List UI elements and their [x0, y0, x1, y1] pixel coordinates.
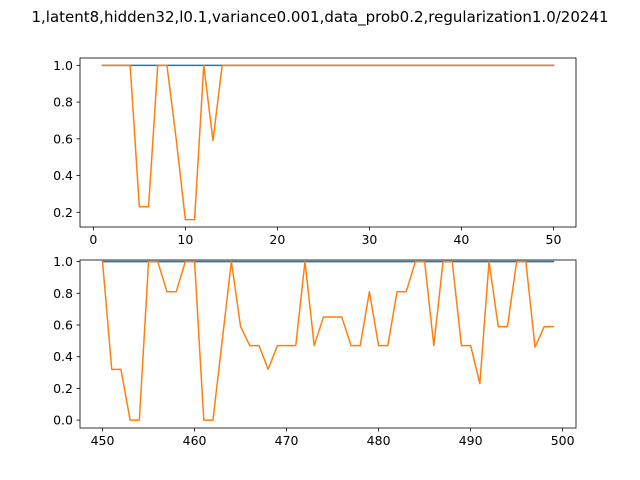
subplot-2-series-2-line [101, 260, 555, 421]
subplot-1-xtick-label: 0 [89, 232, 97, 247]
subplot-2-xtick-label: 490 [459, 433, 483, 448]
axes-container: 0 10 20 30 40 50 0.2 0.4 0.6 0.8 1.0 450 460 470 480 49… [53, 57, 577, 448]
subplot-1-series-2-line [101, 64, 555, 221]
subplot-1-xtick-label: 20 [269, 232, 285, 247]
subplot-1: 0 10 20 30 40 50 0.2 0.4 0.6 0.8 1.0 [53, 57, 577, 247]
subplot-2-xtick-label: 470 [275, 433, 299, 448]
subplot-1-ytick-label: 1.0 [53, 58, 73, 73]
subplot-1-xtick-label: 10 [177, 232, 193, 247]
subplot-2-ytick-label: 0.4 [53, 349, 73, 364]
subplot-2-ytick-label: 1.0 [53, 254, 73, 269]
subplot-1-xtick-label: 30 [361, 232, 377, 247]
figure-title: 1,latent8,hidden32,l0.1,variance0.001,da… [31, 8, 608, 27]
subplot-2-ytick-label: 0.6 [53, 317, 73, 332]
subplot-2-ytick-label: 0.8 [53, 286, 73, 301]
subplot-2-frame [79, 259, 577, 429]
subplot-2-xtick-label: 460 [183, 433, 207, 448]
subplot-1-xtick-label: 50 [546, 232, 562, 247]
subplot-2-xtick-label: 450 [91, 433, 115, 448]
subplot-2-ytick-label: 0.0 [53, 413, 73, 428]
subplot-1-ytick-label: 0.8 [53, 95, 73, 110]
subplot-1-ytick-label: 0.6 [53, 131, 73, 146]
subplot-2: 450 460 470 480 490 500 0.0 0.2 0.4 0.6 0.8 1.0 [53, 254, 577, 448]
subplot-2-xtick-label: 480 [367, 433, 391, 448]
subplot-1-frame [79, 57, 577, 228]
subplot-1-xtick-label: 40 [453, 232, 469, 247]
subplot-1-ytick-label: 0.4 [53, 168, 73, 183]
subplot-2-xtick-label: 500 [551, 433, 575, 448]
subplot-2-ytick-label: 0.2 [53, 381, 73, 396]
subplot-1-ytick-label: 0.2 [53, 205, 73, 220]
